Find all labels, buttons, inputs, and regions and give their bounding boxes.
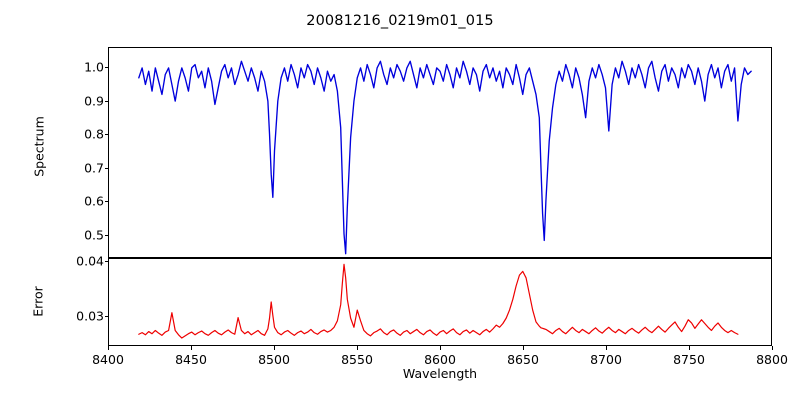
x-axis-tick-mark	[689, 346, 691, 350]
spectrum-ytick-label: 0.8	[84, 126, 104, 142]
spectrum-ytick-label: 0.5	[84, 227, 104, 243]
x-axis-tick-mark	[772, 346, 774, 350]
spectrum-ytick-label: 0.7	[84, 160, 104, 176]
x-axis-tick-label: 8800	[756, 352, 788, 367]
x-axis-tick-mark	[274, 346, 276, 350]
error-y-axis-label: Error	[30, 286, 46, 317]
x-axis-tick-label: 8500	[258, 352, 290, 367]
x-axis-tick-mark	[357, 346, 359, 350]
x-axis-tick-label: 8550	[341, 352, 373, 367]
x-axis-tick-mark	[440, 346, 442, 350]
spectrum-y-axis-label: Spectrum	[31, 116, 47, 177]
x-axis-tick-label: 8650	[507, 352, 539, 367]
error-ytick-label: 0.04	[76, 253, 104, 269]
spectrum-axes	[108, 47, 772, 258]
x-axis-tick-mark	[108, 346, 110, 350]
x-axis-tick-mark	[606, 346, 608, 350]
x-axis-tick-label: 8700	[590, 352, 622, 367]
x-axis-tick-mark	[523, 346, 525, 350]
spectrum-line-plot	[109, 48, 771, 257]
x-axis-tick-label: 8450	[175, 352, 207, 367]
spectrum-ytick-label: 1.0	[84, 59, 104, 75]
spectrum-ytick-label: 0.6	[84, 193, 104, 209]
error-axes	[108, 258, 772, 346]
spectrum-ytick-label: 0.9	[84, 93, 104, 109]
error-ytick-label: 0.03	[76, 308, 104, 324]
x-axis-tick-label: 8750	[673, 352, 705, 367]
x-axis-label: Wavelength	[402, 366, 478, 381]
figure-title: 20081216_0219m01_015	[306, 13, 494, 29]
x-axis-tick-label: 8600	[424, 352, 456, 367]
x-axis-tick-mark	[191, 346, 193, 350]
error-line-plot	[109, 259, 771, 345]
x-axis-tick-label: 8400	[92, 352, 124, 367]
